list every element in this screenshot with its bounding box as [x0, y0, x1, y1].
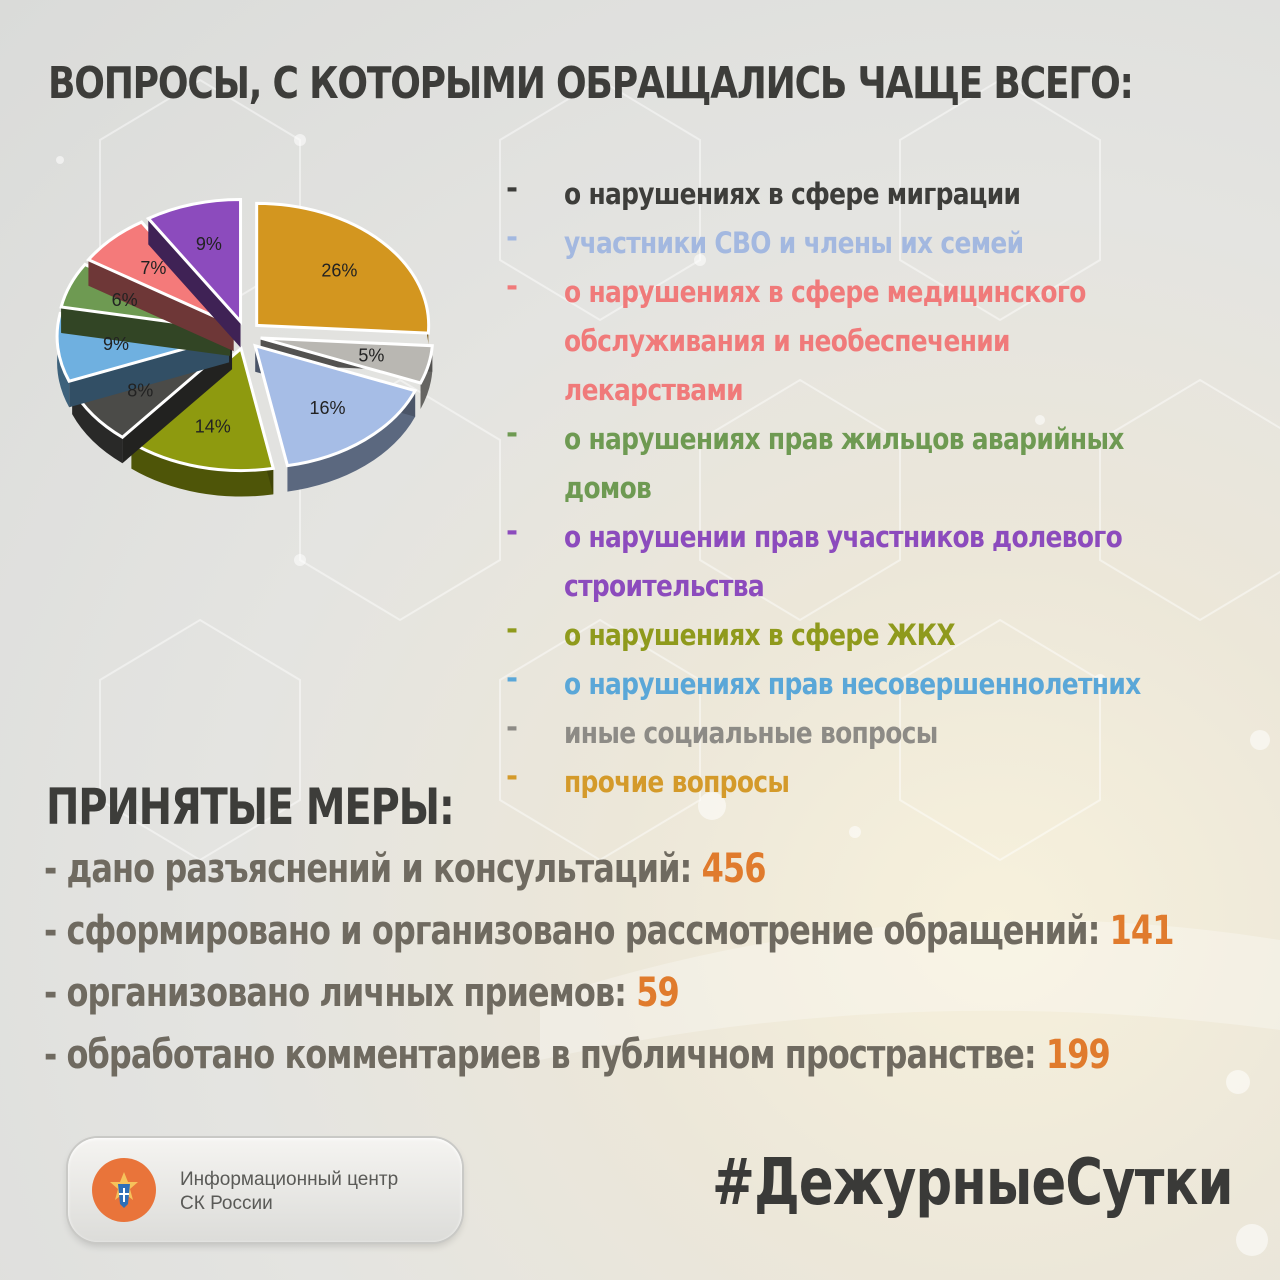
measure-label: - дано разъяснений и консультаций: [44, 846, 692, 892]
hashtag: #ДежурныеСутки [712, 1146, 1233, 1220]
pie-slice-label: 5% [358, 346, 384, 366]
pie-slice [145, 198, 243, 348]
measure-label: - сформировано и организовано рассмотрен… [44, 908, 1100, 954]
pie-slice-wall [122, 343, 233, 464]
legend-dash: - [506, 514, 518, 548]
pie-slice [85, 220, 235, 352]
measure-value: 456 [701, 846, 767, 892]
legend-dash: - [506, 759, 518, 793]
pie-slice-top [85, 220, 235, 327]
sk-emblem-icon [92, 1158, 156, 1222]
pie-slice-label: 7% [140, 258, 166, 278]
legend-label: о нарушениях в сфере миграции [564, 177, 1021, 211]
legend-label: иные социальные вопросы [564, 716, 938, 750]
pie-slice-label: 14% [195, 417, 231, 437]
org-line-2: СК России [180, 1193, 273, 1214]
pie-slice [255, 201, 431, 360]
legend-label: о нарушениях в сфере медицинского обслуж… [564, 275, 1086, 407]
legend-dash: - [506, 710, 518, 744]
legend-item-medical: - о нарушениях в сфере медицинского обсл… [500, 268, 1280, 415]
pie-slice-label: 8% [127, 381, 153, 401]
measure-appeals: - сформировано и организовано рассмотрен… [44, 908, 1174, 954]
legend-label: о нарушениях в сфере ЖКХ [564, 618, 956, 652]
org-line-1: Информационный центр [180, 1169, 399, 1190]
legend-label: о нарушениях прав несовершеннолетних [564, 667, 1141, 701]
pie-slice-side [131, 442, 274, 497]
measure-value: 141 [1109, 908, 1175, 954]
legend-item-other-social: - иные социальные вопросы [500, 709, 1280, 758]
legend-label: участники СВО и члены их семей [564, 226, 1024, 260]
measure-consultations: - дано разъяснений и консультаций: 456 [44, 846, 766, 892]
pie-slice [253, 343, 418, 492]
legend-item-migration: - о нарушениях в сфере миграции [500, 170, 1280, 219]
legend-dash: - [506, 416, 518, 450]
pie-slice-label: 26% [321, 260, 357, 280]
pie-slice-top [260, 336, 434, 385]
legend-dash: - [506, 612, 518, 646]
legend-dash: - [506, 220, 518, 254]
pie-slice-wall [88, 259, 234, 352]
pie-slice-label: 9% [196, 234, 222, 254]
measures-title: ПРИНЯТЫЕ МЕРЫ: [46, 778, 455, 836]
pie-slice-wall [69, 336, 230, 408]
legend-item-svo: - участники СВО и члены их семей [500, 219, 1280, 268]
pie-slice-label: 16% [310, 398, 346, 418]
pie-slice-top [145, 198, 243, 326]
org-badge: Информационный центр СК России [68, 1138, 462, 1242]
measure-value: 59 [636, 970, 680, 1016]
pie-slice-side [420, 345, 433, 409]
legend-dash: - [506, 171, 518, 205]
pie-slice-label: 9% [103, 334, 129, 354]
pie-slice-top [255, 201, 431, 335]
pie-slice-wall [148, 218, 241, 348]
pie-slice-wall [61, 306, 231, 356]
page-title: ВОПРОСЫ, С КОТОРЫМИ ОБРАЩАЛИСЬ ЧАЩЕ ВСЕГ… [48, 58, 1134, 109]
legend-item-shared-construction: - о нарушении прав участников долевого с… [500, 513, 1280, 611]
legend-label: о нарушениях прав жильцов аварийных домо… [564, 422, 1124, 505]
pie-slice-label: 6% [112, 290, 138, 310]
legend-label: о нарушении прав участников долевого стр… [564, 520, 1123, 603]
measure-label: - организовано личных приемов: [44, 970, 627, 1016]
legend-item-other: - прочие вопросы [500, 758, 1280, 807]
measure-value: 199 [1045, 1032, 1111, 1078]
measure-comments: - обработано комментариев в публичном пр… [44, 1032, 1111, 1078]
measure-receptions: - организовано личных приемов: 59 [44, 970, 680, 1016]
pie-slice-side [287, 390, 416, 492]
legend-item-minors: - о нарушениях прав несовершеннолетних [500, 660, 1280, 709]
pie-slice-top [253, 343, 418, 468]
org-name: Информационный центр СК России [180, 1168, 398, 1216]
measure-label: - обработано комментариев в публичном пр… [44, 1032, 1037, 1078]
legend-item-housing-emergency: - о нарушениях прав жильцов аварийных до… [500, 415, 1280, 513]
legend-item-utilities: - о нарушениях в сфере ЖКХ [500, 611, 1280, 660]
legend: - о нарушениях в сфере миграции - участн… [500, 170, 1280, 807]
legend-dash: - [506, 661, 518, 695]
legend-dash: - [506, 269, 518, 303]
pie-chart: 26% 5% 16% 14% 8% 9% 6%7% 9% [55, 198, 434, 497]
legend-label: прочие вопросы [564, 765, 790, 799]
